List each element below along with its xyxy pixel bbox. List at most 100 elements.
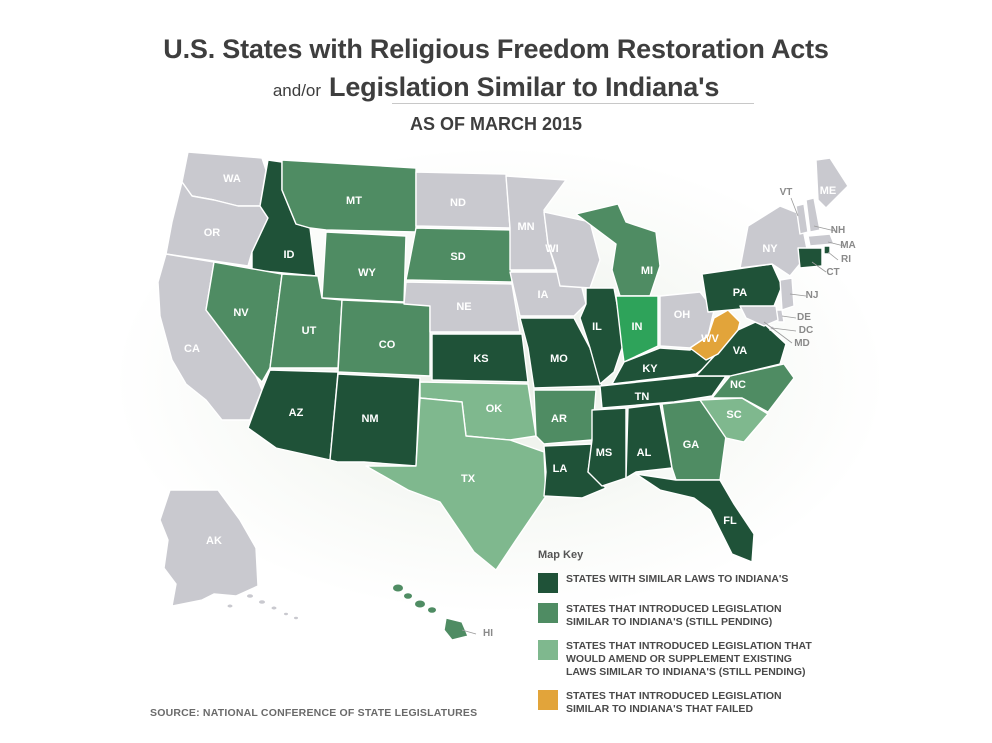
state-label-wi: WI	[545, 243, 558, 255]
state-hi	[443, 617, 469, 641]
title-main: Legislation Similar to Indiana's	[329, 72, 720, 102]
state-label-ar: AR	[551, 413, 567, 425]
state-label-nc: NC	[730, 379, 746, 391]
state-label-wy: WY	[358, 267, 376, 279]
hawaii-island-3	[415, 600, 425, 608]
legend-label: STATES THAT INTRODUCED LEGISLATION SIMIL…	[566, 690, 782, 715]
state-md	[739, 305, 779, 327]
title-prefix: and/or	[272, 81, 322, 100]
state-ne	[403, 281, 521, 333]
state-wv	[689, 309, 741, 361]
state-label-in: IN	[632, 321, 643, 333]
state-label-de: DE	[797, 312, 811, 323]
legend-item: STATES WITH SIMILAR LAWS TO INDIANA'S	[538, 573, 846, 593]
leader-line-ct	[811, 261, 827, 273]
state-ak	[159, 489, 259, 607]
state-label-co: CO	[379, 339, 396, 351]
legend-item: STATES THAT INTRODUCED LEGISLATION SIMIL…	[538, 690, 846, 716]
state-label-id: ID	[284, 249, 295, 261]
state-tx	[365, 397, 547, 571]
leader-line-ri	[827, 251, 839, 261]
legend-label: STATES THAT INTRODUCED LEGISLATION SIMIL…	[566, 603, 782, 628]
state-label-mo: MO	[550, 353, 568, 365]
state-ar	[533, 389, 597, 445]
state-label-sd: SD	[450, 251, 465, 263]
legend-label: STATES THAT INTRODUCED LEGISLATION THAT …	[566, 640, 812, 678]
state-label-wa: WA	[223, 173, 241, 185]
state-nm	[329, 373, 421, 467]
state-label-ms: MS	[596, 447, 613, 459]
leader-line-md	[763, 321, 793, 344]
state-label-ok: OK	[486, 403, 503, 415]
state-label-ri: RI	[841, 254, 851, 265]
alaska-island-5	[294, 616, 298, 620]
labels-layer: WA OR CA ID NV MT WY UT CO AZ NM ND SD NE KS OK TX MN IA MO…	[184, 173, 856, 639]
alaska-island-3	[271, 606, 277, 610]
state-label-nj: NJ	[806, 290, 819, 301]
state-label-ny: NY	[762, 243, 778, 255]
alaska-island-2	[259, 600, 265, 604]
state-nh	[805, 197, 821, 233]
source-note: SOURCE: NATIONAL CONFERENCE OF STATE LEG…	[150, 707, 478, 719]
state-label-nv: NV	[233, 307, 249, 319]
state-ct	[797, 247, 823, 269]
state-label-ks: KS	[473, 353, 488, 365]
state-label-wv: WV	[701, 333, 719, 345]
state-label-al: AL	[637, 447, 652, 459]
state-fl	[635, 473, 755, 563]
state-ms	[587, 407, 627, 487]
hawaii-island-4	[428, 607, 436, 613]
state-label-dc: DC	[799, 325, 813, 336]
state-label-sc: SC	[726, 409, 741, 421]
state-label-tx: TX	[461, 473, 476, 485]
state-label-ga: GA	[683, 439, 700, 451]
state-az	[247, 369, 339, 461]
leader-line-de	[781, 315, 797, 319]
leader-line-hi	[461, 629, 477, 635]
map-title: U.S. States with Religious Freedom Resto…	[163, 34, 829, 64]
state-label-mn: MN	[517, 221, 534, 233]
hawaii-island-1	[393, 584, 403, 592]
state-label-ne: NE	[456, 301, 471, 313]
state-wi	[543, 211, 601, 289]
legend-swatch	[538, 690, 558, 710]
state-label-me: ME	[820, 185, 837, 197]
hawaii-island-2	[404, 593, 412, 599]
legend-item: STATES THAT INTRODUCED LEGISLATION THAT …	[538, 640, 846, 679]
state-label-il: IL	[592, 321, 602, 333]
states-layer	[157, 151, 849, 641]
legend-title: Map Key	[538, 549, 584, 561]
state-label-mt: MT	[346, 195, 362, 207]
state-label-hi: HI	[483, 628, 493, 639]
state-label-ca: CA	[184, 343, 200, 355]
legend-swatch	[538, 573, 558, 593]
state-in	[615, 295, 659, 363]
state-label-nm: NM	[361, 413, 378, 425]
state-label-la: LA	[553, 463, 568, 475]
state-label-oh: OH	[674, 309, 691, 321]
state-label-ak: AK	[206, 535, 222, 547]
state-ma	[807, 233, 835, 247]
map-subtitle: AS OF MARCH 2015	[409, 114, 583, 134]
title-divider	[392, 103, 754, 104]
state-label-nh: NH	[831, 225, 845, 236]
alaska-island-1	[247, 594, 253, 598]
leader-line-nh	[813, 225, 836, 232]
state-vt	[795, 203, 809, 235]
state-label-md: MD	[794, 338, 810, 349]
alaska-island-4	[284, 612, 288, 616]
legend-label: STATES WITH SIMILAR LAWS TO INDIANA'S	[566, 573, 789, 585]
state-label-va: VA	[733, 345, 748, 357]
leader-line-vt	[790, 197, 799, 217]
state-label-ia: IA	[538, 289, 549, 301]
alaska-island-6	[227, 604, 233, 608]
state-ks	[431, 333, 529, 383]
legend-swatch	[538, 603, 558, 623]
state-label-ut: UT	[302, 325, 317, 337]
state-label-ky: KY	[642, 363, 658, 375]
legend-swatch	[538, 640, 558, 660]
map-title-line2: and/or Legislation Similar to Indiana's	[0, 72, 992, 103]
leader-line-nj	[789, 293, 807, 297]
state-nj	[779, 277, 795, 311]
